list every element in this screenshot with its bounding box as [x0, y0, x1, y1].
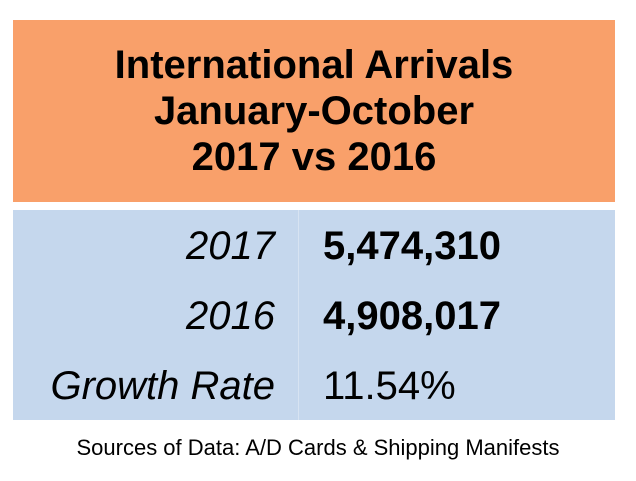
- row: 2016 4,908,017: [13, 280, 615, 350]
- row-value: 5,474,310: [323, 224, 501, 268]
- source-note: Sources of Data: A/D Cards & Shipping Ma…: [76, 435, 560, 460]
- table: 2017 5,474,310 2016 4,908,017 Growth Rat…: [13, 210, 615, 420]
- row-label: 2017: [186, 224, 275, 268]
- row-label: Growth Rate: [50, 364, 275, 408]
- row-value: 11.54%: [323, 364, 456, 408]
- title-line: 2017 vs 2016: [191, 135, 437, 179]
- divider: [298, 210, 299, 420]
- row-label: 2016: [186, 294, 275, 338]
- row-value: 4,908,017: [323, 294, 501, 338]
- row: Growth Rate 11.54%: [13, 350, 615, 420]
- header: International Arrivals January-October 2…: [13, 20, 615, 202]
- title-line: International Arrivals: [114, 43, 514, 87]
- title-line: January-October: [153, 89, 475, 133]
- row: 2017 5,474,310: [13, 210, 615, 280]
